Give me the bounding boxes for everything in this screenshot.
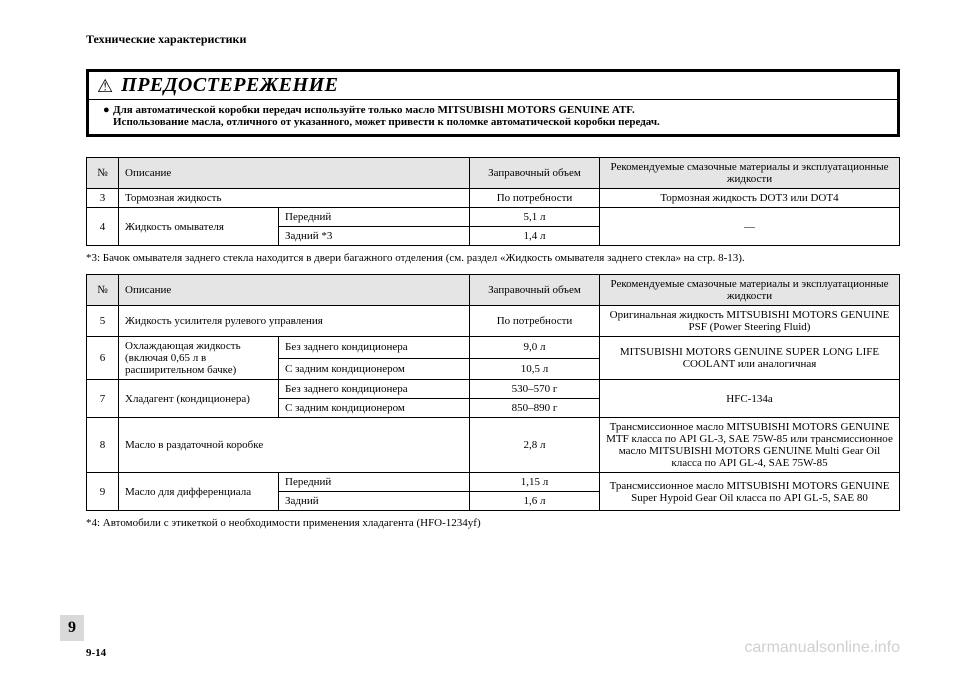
cell-sub: Задний [279,492,470,511]
warning-icon: ⚠ [97,77,113,95]
cell-num: 9 [87,473,119,511]
table-header-row: № Описание Заправочный объем Рекомендуем… [87,158,900,189]
cell-desc: Тормозная жидкость [119,189,470,208]
table-header-row: № Описание Заправочный объем Рекомендуем… [87,275,900,306]
warning-body: ●Для автоматической коробки передач испо… [89,100,897,134]
cell-vol: 2,8 л [470,418,600,473]
cell-rec: Тормозная жидкость DOT3 или DOT4 [600,189,900,208]
cell-vol: 1,15 л [470,473,600,492]
table-row: 3 Тормозная жидкость По потребности Торм… [87,189,900,208]
col-num: № [87,275,119,306]
page-number: 9-14 [86,647,106,659]
cell-desc: Хладагент (кондиционера) [119,380,279,418]
cell-sub: Без заднего кондиционера [279,380,470,399]
col-num: № [87,158,119,189]
footnote-2: *4: Автомобили с этикеткой о необходимос… [86,517,900,529]
warning-text-1: Для автоматической коробки передач испол… [113,104,635,116]
footnote-1: *3: Бачок омывателя заднего стекла наход… [86,252,900,264]
table-row: 8 Масло в раздаточной коробке 2,8 л Тран… [87,418,900,473]
cell-vol: 530–570 г [470,380,600,399]
cell-rec: Трансмиссионное масло MITSUBISHI MOTORS … [600,418,900,473]
cell-vol: 850–890 г [470,399,600,418]
cell-vol: 1,6 л [470,492,600,511]
page: Технические характеристики ⚠ ПРЕДОСТЕРЕЖ… [0,0,960,679]
cell-desc: Масло для дифференциала [119,473,279,511]
col-vol: Заправочный объем [470,275,600,306]
cell-vol: 1,4 л [470,227,600,246]
warning-line-1: ●Для автоматической коробки передач испо… [103,104,883,116]
warning-heading: ⚠ ПРЕДОСТЕРЕЖЕНИЕ [89,72,897,100]
cell-vol: 5,1 л [470,208,600,227]
cell-sub: Задний *3 [279,227,470,246]
warning-box: ⚠ ПРЕДОСТЕРЕЖЕНИЕ ●Для автоматической ко… [86,69,900,137]
table-row: 6 Охлаждающая жидкость (включая 0,65 л в… [87,337,900,359]
cell-vol: По потребности [470,306,600,337]
cell-sub: Передний [279,473,470,492]
cell-rec: MITSUBISHI MOTORS GENUINE SUPER LONG LIF… [600,337,900,380]
col-rec: Рекомендуемые смазочные материалы и эксп… [600,158,900,189]
cell-sub: С задним кондиционером [279,358,470,380]
cell-num: 3 [87,189,119,208]
table-row: 7 Хладагент (кондиционера) Без заднего к… [87,380,900,399]
cell-vol: По потребности [470,189,600,208]
cell-rec: Трансмиссионное масло MITSUBISHI MOTORS … [600,473,900,511]
cell-rec: Оригинальная жидкость MITSUBISHI MOTORS … [600,306,900,337]
cell-sub: С задним кондиционером [279,399,470,418]
cell-num: 5 [87,306,119,337]
cell-sub: Передний [279,208,470,227]
cell-vol: 10,5 л [470,358,600,380]
table-row: 4 Жидкость омывателя Передний 5,1 л — [87,208,900,227]
cell-num: 8 [87,418,119,473]
watermark: carmanualsonline.info [744,639,900,657]
bullet-icon: ● [103,104,113,116]
col-rec: Рекомендуемые смазочные материалы и эксп… [600,275,900,306]
cell-num: 7 [87,380,119,418]
cell-rec: — [600,208,900,246]
col-vol: Заправочный объем [470,158,600,189]
spec-table-2: № Описание Заправочный объем Рекомендуем… [86,274,900,511]
cell-desc: Охлаждающая жидкость (включая 0,65 л в р… [119,337,279,380]
cell-vol: 9,0 л [470,337,600,359]
cell-num: 6 [87,337,119,380]
spec-table-1: № Описание Заправочный объем Рекомендуем… [86,157,900,246]
warning-line-2: Использование масла, отличного от указан… [103,116,883,128]
cell-desc: Жидкость омывателя [119,208,279,246]
cell-sub: Без заднего кондиционера [279,337,470,359]
cell-rec: HFC-134a [600,380,900,418]
warning-heading-text: ПРЕДОСТЕРЕЖЕНИЕ [121,74,338,97]
page-header: Технические характеристики [86,32,900,47]
table-row: 5 Жидкость усилителя рулевого управления… [87,306,900,337]
table-row: 9 Масло для дифференциала Передний 1,15 … [87,473,900,492]
cell-desc: Жидкость усилителя рулевого управления [119,306,470,337]
cell-desc: Масло в раздаточной коробке [119,418,470,473]
col-desc: Описание [119,275,470,306]
col-desc: Описание [119,158,470,189]
section-tab: 9 [60,615,84,641]
cell-num: 4 [87,208,119,246]
